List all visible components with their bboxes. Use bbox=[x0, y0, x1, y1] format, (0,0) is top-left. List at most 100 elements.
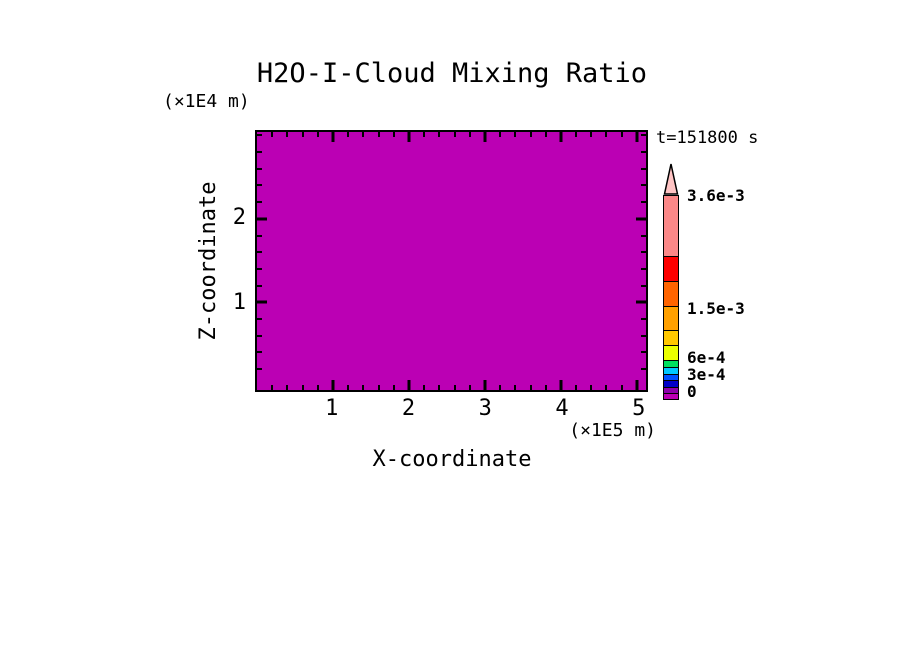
y-minor-tick bbox=[257, 251, 262, 254]
x-minor-tick bbox=[529, 385, 532, 390]
colorbar-segment-7 bbox=[664, 366, 678, 374]
y-minor-tick bbox=[257, 368, 262, 371]
colorbar-arrow-icon bbox=[663, 163, 679, 195]
x-minor-tick bbox=[301, 132, 304, 137]
x-minor-tick bbox=[377, 385, 380, 390]
colorbar-segment-2 bbox=[664, 281, 678, 306]
x-minor-tick bbox=[575, 385, 578, 390]
plot-area bbox=[255, 130, 648, 392]
time-annotation: t=151800 s bbox=[656, 128, 759, 148]
x-major-tick bbox=[483, 132, 487, 142]
x-minor-tick bbox=[362, 385, 365, 390]
y-minor-tick bbox=[641, 334, 646, 337]
colorbar-segment-5 bbox=[664, 344, 678, 360]
x-minor-tick bbox=[453, 132, 456, 137]
x-minor-tick bbox=[575, 132, 578, 137]
y-minor-tick bbox=[641, 368, 646, 371]
colorbar-bar bbox=[663, 195, 679, 400]
y-minor-tick bbox=[641, 267, 646, 270]
y-minor-tick bbox=[257, 267, 262, 270]
y-minor-tick bbox=[257, 184, 262, 187]
y-minor-tick bbox=[641, 167, 646, 170]
y-minor-tick bbox=[257, 151, 262, 154]
x-minor-tick bbox=[590, 385, 593, 390]
colorbar: 3.6e-3 1.5e-3 6e-4 3e-4 0 bbox=[661, 161, 791, 406]
colorbar-segment-6 bbox=[664, 359, 678, 367]
x-minor-tick bbox=[347, 132, 350, 137]
colorbar-label: 3.6e-3 bbox=[687, 186, 745, 205]
y-major-tick bbox=[257, 217, 267, 221]
colorbar-segment-0 bbox=[664, 196, 678, 257]
y-minor-tick bbox=[641, 201, 646, 204]
x-minor-tick bbox=[423, 385, 426, 390]
x-tick-label: 5 bbox=[632, 396, 646, 421]
x-major-tick bbox=[635, 380, 639, 390]
x-minor-tick bbox=[271, 132, 274, 137]
x-major-tick bbox=[331, 132, 335, 142]
x-minor-tick bbox=[286, 385, 289, 390]
y-minor-tick bbox=[257, 284, 262, 287]
x-minor-tick bbox=[590, 132, 593, 137]
colorbar-segment-8 bbox=[664, 373, 678, 381]
x-minor-tick bbox=[605, 385, 608, 390]
y-minor-tick bbox=[641, 318, 646, 321]
x-minor-tick bbox=[316, 132, 319, 137]
y-minor-tick bbox=[257, 134, 262, 137]
x-minor-tick bbox=[301, 385, 304, 390]
x-major-tick bbox=[635, 132, 639, 142]
x-minor-tick bbox=[544, 132, 547, 137]
x-minor-tick bbox=[499, 385, 502, 390]
x-minor-tick bbox=[514, 385, 517, 390]
x-axis-label: X-coordinate bbox=[372, 447, 532, 472]
colorbar-segment-1 bbox=[664, 256, 678, 282]
x-tick-label: 1 bbox=[325, 396, 339, 421]
x-minor-tick bbox=[286, 132, 289, 137]
x-minor-tick bbox=[438, 132, 441, 137]
y-minor-tick bbox=[257, 167, 262, 170]
x-minor-tick bbox=[620, 132, 623, 137]
x-minor-tick bbox=[316, 385, 319, 390]
colorbar-label: 1.5e-3 bbox=[687, 298, 745, 318]
colorbar-label: 0 bbox=[687, 381, 697, 401]
colorbar-segment-11 bbox=[664, 393, 678, 399]
x-minor-tick bbox=[468, 385, 471, 390]
x-minor-tick bbox=[544, 385, 547, 390]
colorbar-label: 6e-4 bbox=[687, 348, 726, 367]
y-minor-tick bbox=[257, 201, 262, 204]
y-minor-tick bbox=[257, 351, 262, 354]
y-minor-tick bbox=[641, 234, 646, 237]
y-minor-tick bbox=[257, 234, 262, 237]
colorbar-segment-3 bbox=[664, 305, 678, 330]
x-minor-tick bbox=[438, 385, 441, 390]
y-axis-label: Z-coordinate bbox=[196, 181, 221, 341]
y-tick-label: 2 bbox=[232, 205, 246, 231]
x-minor-tick bbox=[392, 385, 395, 390]
colorbar-label: 3e-4 bbox=[687, 364, 726, 384]
colorbar-segment-9 bbox=[664, 380, 678, 388]
y-minor-tick bbox=[641, 134, 646, 137]
y-minor-tick bbox=[257, 318, 262, 321]
x-minor-tick bbox=[620, 385, 623, 390]
y-minor-tick bbox=[641, 351, 646, 354]
x-minor-tick bbox=[377, 132, 380, 137]
x-tick-label: 4 bbox=[555, 396, 569, 421]
y-minor-tick bbox=[641, 251, 646, 254]
y-major-tick bbox=[257, 300, 267, 304]
x-minor-tick bbox=[468, 132, 471, 137]
x-minor-tick bbox=[392, 132, 395, 137]
x-major-tick bbox=[407, 132, 411, 142]
y-minor-tick bbox=[641, 184, 646, 187]
x-minor-tick bbox=[514, 132, 517, 137]
x-minor-tick bbox=[605, 132, 608, 137]
x-major-tick bbox=[559, 380, 563, 390]
x-minor-tick bbox=[347, 385, 350, 390]
x-minor-tick bbox=[499, 132, 502, 137]
x-major-tick bbox=[331, 380, 335, 390]
y-minor-tick bbox=[257, 334, 262, 337]
x-major-tick bbox=[559, 132, 563, 142]
y-major-tick bbox=[636, 217, 646, 221]
plot-title: H2O-I-Cloud Mixing Ratio bbox=[256, 58, 648, 89]
x-major-tick bbox=[483, 380, 487, 390]
y-tick-label: 1 bbox=[232, 289, 246, 315]
